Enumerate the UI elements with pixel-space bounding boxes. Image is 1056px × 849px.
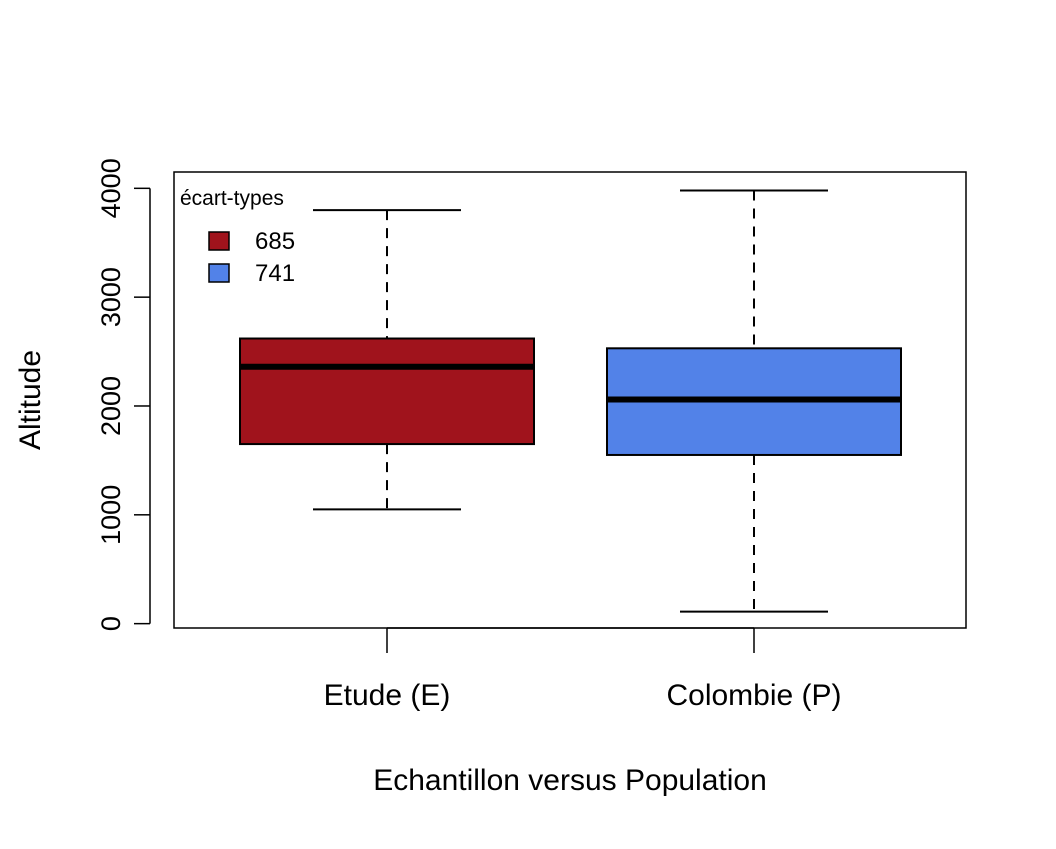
box-1 [239, 209, 535, 511]
legend-label: 741 [255, 260, 295, 287]
legend-label: 685 [255, 228, 295, 255]
x-tick-label: Colombie (P) [666, 679, 841, 712]
y-tick-label: 3000 [96, 267, 126, 327]
boxes [239, 189, 902, 613]
y-axis-label: Altitude [14, 350, 47, 450]
y-tick-label: 0 [96, 616, 126, 631]
x-axis-label: Echantillon versus Population [373, 764, 767, 797]
y-axis: 0 1000 2000 3000 4000 [96, 158, 151, 631]
legend: écart-types 685 741 [180, 187, 295, 287]
y-tick-label: 1000 [96, 485, 126, 545]
x-tick-label: Etude (E) [324, 679, 451, 712]
x-axis: Etude (E) Colombie (P) [324, 627, 842, 712]
box-2 [606, 189, 902, 613]
legend-title: écart-types [180, 187, 284, 210]
legend-swatch [208, 263, 230, 283]
legend-swatch [208, 231, 230, 251]
box-body [239, 337, 535, 446]
y-tick-label: 2000 [96, 376, 126, 436]
y-tick-label: 4000 [96, 158, 126, 218]
